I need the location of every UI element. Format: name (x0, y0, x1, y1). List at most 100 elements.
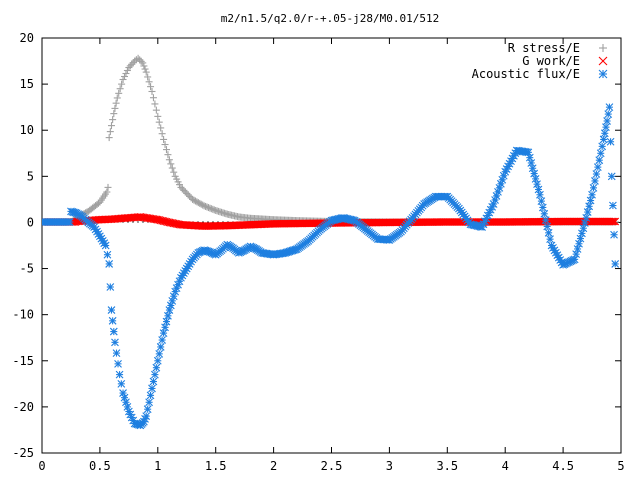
data-point (153, 356, 162, 365)
data-point (105, 260, 114, 268)
data-point (196, 199, 204, 207)
data-point (592, 170, 601, 178)
data-point (144, 73, 152, 81)
x-tick-label: 2 (270, 459, 277, 473)
data-point (598, 56, 608, 66)
data-point (122, 398, 130, 407)
data-point (184, 191, 192, 199)
data-point (152, 363, 161, 372)
data-point (586, 196, 595, 205)
data-point (194, 199, 202, 207)
data-point (104, 183, 112, 191)
data-point (181, 188, 189, 196)
data-point (157, 124, 165, 132)
axis-ticks: 0 0.5 1 1.5 2 2.5 3 3.5 4 4.5 5 -25 -20 -15 -10 -5 0 5 10 1… (12, 31, 624, 473)
data-point (140, 62, 148, 70)
data-point (105, 134, 113, 142)
data-point (123, 67, 131, 75)
data-point (103, 250, 112, 259)
x-tick-label: 3 (386, 459, 393, 473)
data-point (186, 192, 194, 200)
y-tick-label: 0 (27, 215, 34, 229)
data-point (599, 44, 607, 52)
data-point (604, 110, 613, 118)
data-point (191, 197, 199, 205)
data-point (170, 168, 178, 176)
data-point (598, 69, 608, 79)
data-point (149, 94, 157, 102)
data-point (114, 359, 122, 368)
data-point (126, 62, 134, 70)
data-point (525, 153, 534, 162)
y-tick-label: -20 (12, 400, 34, 414)
data-point (129, 59, 137, 67)
data-point (164, 151, 172, 159)
data-point (165, 306, 174, 314)
data-point (576, 234, 585, 243)
y-tick-label: -25 (12, 446, 34, 460)
data-point (580, 219, 589, 227)
data-point (610, 230, 618, 239)
data-point (177, 183, 185, 191)
data-point (113, 94, 121, 102)
data-point (160, 135, 168, 143)
data-point (146, 391, 155, 400)
x-tick-label: 4.5 (552, 459, 574, 473)
data-point (107, 122, 115, 130)
data-point (546, 235, 554, 244)
data-point (119, 76, 127, 83)
data-point (147, 83, 155, 91)
data-point (575, 239, 583, 248)
data-point (600, 129, 609, 138)
data-point (116, 85, 124, 93)
data-point (605, 103, 614, 112)
data-point (121, 73, 129, 81)
plot-frame (41, 37, 622, 454)
data-point (537, 197, 546, 206)
data-point (210, 206, 218, 214)
data-point (611, 260, 620, 268)
data-point (543, 222, 552, 231)
y-tick-label: -15 (12, 354, 34, 368)
data-point (531, 174, 540, 183)
x-tick-label: 5 (617, 459, 624, 473)
data-point (608, 217, 617, 226)
legend-label: R stress/E (508, 41, 580, 55)
data-point (112, 99, 120, 107)
data-point (544, 228, 553, 237)
data-point (123, 402, 132, 411)
data-point (109, 116, 117, 124)
data-point (122, 70, 130, 78)
data-point (189, 195, 197, 203)
data-point (139, 59, 147, 67)
data-point (145, 398, 154, 407)
y-tick-label: 20 (20, 31, 34, 45)
data-point (141, 65, 149, 73)
data-point (158, 336, 167, 344)
data-point (540, 209, 549, 218)
data-point (142, 68, 150, 76)
data-point (203, 203, 211, 211)
data-point (178, 185, 186, 193)
data-point (541, 216, 550, 225)
data-point (65, 218, 74, 226)
data-point (595, 156, 604, 165)
data-point (117, 379, 126, 388)
data-point (145, 78, 153, 86)
data-point (111, 338, 119, 347)
data-point (109, 327, 118, 336)
data-point (603, 117, 611, 125)
data-point (206, 204, 214, 212)
data-point (134, 54, 142, 62)
data-point (585, 202, 594, 211)
legend-label: Acoustic flux/E (472, 67, 580, 81)
data-point (209, 205, 217, 213)
data-point (148, 384, 156, 393)
data-point (159, 329, 168, 338)
data-point (207, 205, 215, 213)
x-tick-label: 1 (154, 459, 161, 473)
data-point (156, 343, 165, 351)
data-point (606, 137, 615, 146)
x-tick-label: 2.5 (321, 459, 343, 473)
